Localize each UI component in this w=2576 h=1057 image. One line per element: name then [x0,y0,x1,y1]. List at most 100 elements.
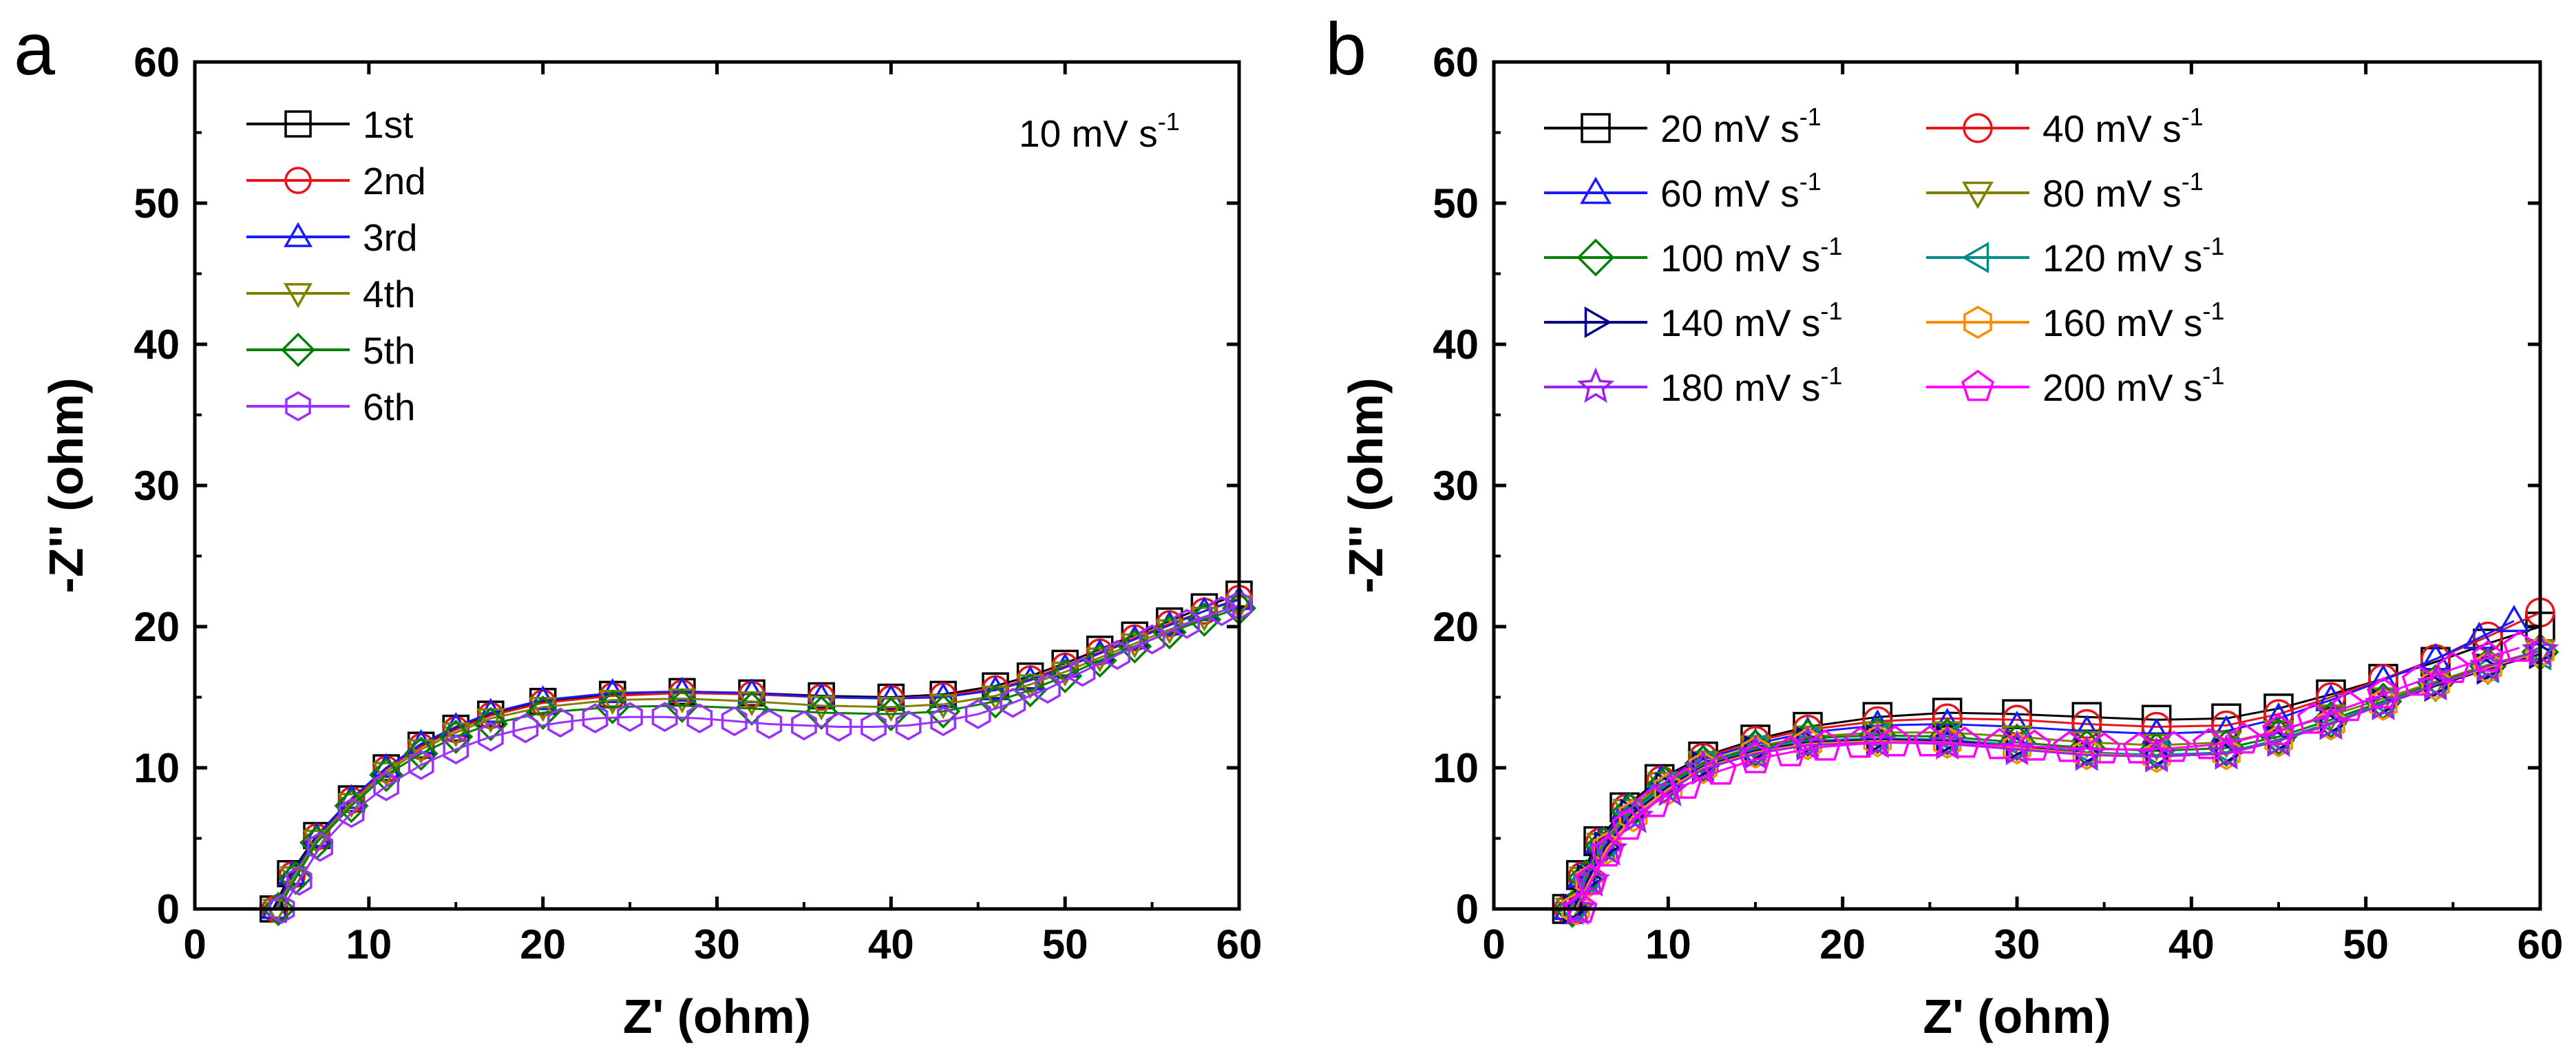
data-point [547,707,573,738]
data-point [372,762,401,787]
y-tick-label: 40 [1433,322,1479,368]
x-tick-label: 60 [1216,921,1263,967]
data-point [337,793,366,818]
legend-item: 1st [246,103,413,146]
data-point [2259,718,2298,756]
data-point [1048,658,1083,693]
data-point [895,710,922,741]
y-tick-label: 0 [1456,886,1479,932]
data-point [307,831,333,862]
data-point [735,691,770,726]
data-point [2072,737,2102,771]
data-point [1998,723,2036,762]
legend-marker [1576,367,1615,404]
data-point [286,866,313,896]
legend-marker [284,283,313,308]
series-line [281,604,1240,910]
legend-label: 3rd [363,216,418,259]
data-point [2087,732,2121,764]
data-point [439,719,474,754]
data-point [2067,729,2106,767]
legend-item: 20 mV s-1 [1544,103,1822,150]
legend-marker [284,222,313,247]
data-point [2316,707,2345,741]
x-tick-label: 0 [183,921,206,967]
data-point [1773,735,1807,766]
data-point [1998,729,2036,766]
data-point [1928,724,1966,760]
panel-b: b 0 10 20 30 40 50 60 0 10 20 30 40 50 60 Z' (ohm) -Z'' … [1325,7,2563,1043]
data-point [791,710,817,741]
legend-marker [1963,113,1993,143]
data-point [756,709,783,740]
data-point [1808,729,1842,761]
panel-label: a [14,7,56,90]
data-point [1983,728,2016,760]
data-point [1561,892,1590,926]
legend-marker [1961,242,1989,273]
data-point [1736,729,1775,767]
data-point [1736,733,1775,770]
data-point [334,788,369,824]
data-point [1117,629,1152,664]
plot-area [1552,597,2559,928]
data-point [1034,673,1061,704]
data-point [1863,724,1892,758]
legend-label: 6th [363,386,415,428]
data-point [1104,640,1130,670]
legend-item: 4th [246,273,415,315]
legend-label: 20 mV s-1 [1660,103,1822,150]
data-point [1704,753,1738,785]
data-point [1793,727,1822,761]
x-axis-title: Z' (ohm) [1923,990,2111,1043]
data-point [1590,835,1624,867]
x-tick-label: 30 [694,921,740,967]
y-tick-label: 60 [134,39,180,85]
data-point [442,715,469,744]
data-point [1913,724,1947,757]
x-tick-label: 60 [2517,921,2564,967]
data-point [599,682,626,710]
y-axis-title: -Z'' (ohm) [1339,377,1393,593]
y-tick-label: 30 [1433,463,1479,509]
data-point [2263,702,2294,730]
legend-label: 60 mV s-1 [1660,167,1822,215]
data-point [1638,786,1671,817]
data-point [651,702,678,733]
data-point [1739,742,1772,774]
data-point [2192,728,2226,760]
legend-marker [1962,181,1994,209]
legend-item: 100 mV s-1 [1544,232,1842,280]
data-point [408,750,434,780]
data-point [2140,718,2173,746]
legend-label: 40 mV s-1 [2042,103,2204,150]
data-point [1878,724,1912,757]
data-point [2122,732,2156,764]
data-point [1139,624,1165,655]
x-tick-label: 30 [1994,921,2040,967]
legend-item: 180 mV s-1 [1544,362,1842,409]
legend-marker [1963,305,1992,339]
legend-label: 4th [363,273,415,315]
legend-item: 2nd [246,160,426,202]
legend-item: 5th [246,329,415,372]
data-point [2436,651,2470,683]
data-point [2367,677,2400,709]
data-point [268,894,295,924]
data-point [2227,722,2261,754]
data-point [1174,609,1201,639]
x-tick-label: 50 [1042,921,1088,967]
legend: 20 mV s-1 40 mV s-1 60 mV s-1 80 mV s-1 100 … [1544,103,2224,409]
x-tick-label: 50 [2343,921,2389,967]
legend-item: 160 mV s-1 [1926,297,2224,344]
data-point [926,694,961,729]
data-point [443,734,469,765]
data-point [1669,767,1702,799]
y-tick-label: 20 [134,604,180,650]
data-point [1208,596,1235,627]
legend-label: 160 mV s-1 [2042,297,2224,344]
data-point [373,771,400,802]
data-point [874,697,909,732]
data-point [2312,700,2350,739]
annotation-label: 10 mV s-1 [1019,107,1180,155]
